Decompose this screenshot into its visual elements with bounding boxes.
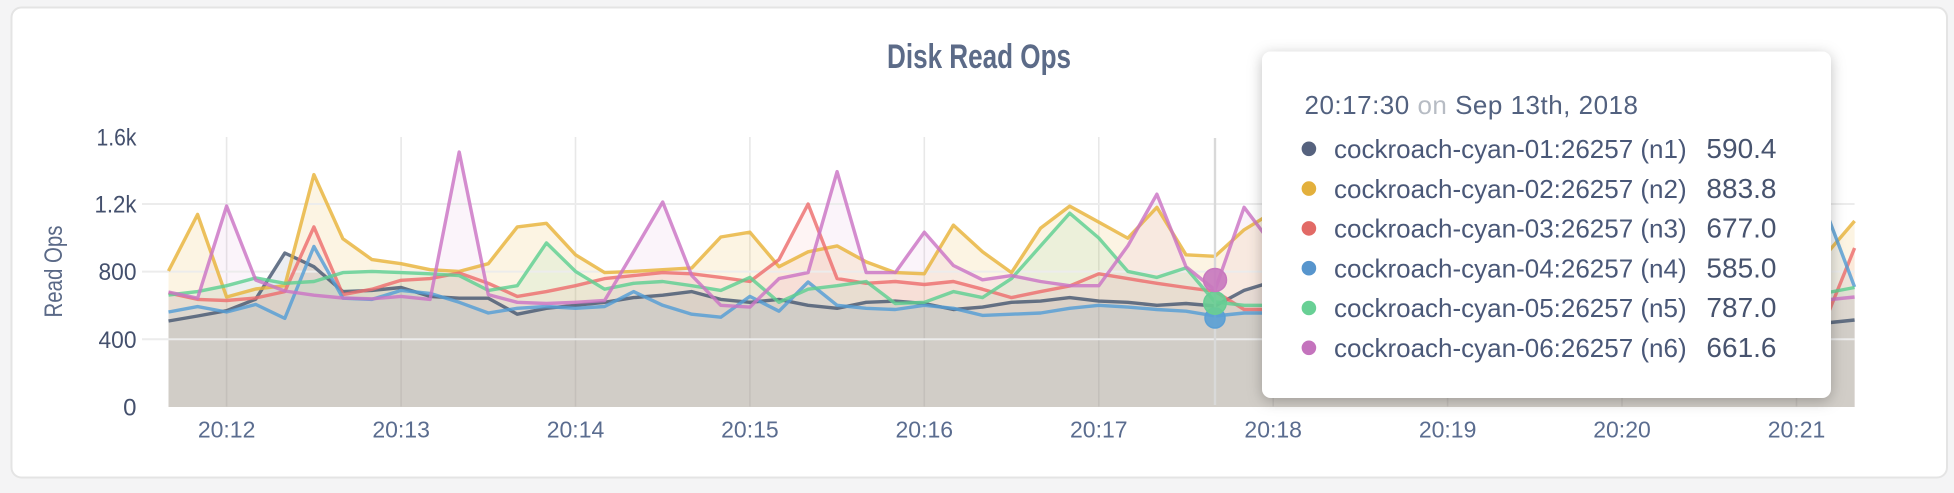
svg-text:0: 0: [123, 395, 136, 422]
svg-text:20:13: 20:13: [372, 417, 430, 443]
svg-text:cockroach-cyan-05:26257 (n5): cockroach-cyan-05:26257 (n5): [1334, 293, 1687, 323]
svg-text:20:19: 20:19: [1419, 417, 1477, 443]
svg-text:cockroach-cyan-06:26257 (n6): cockroach-cyan-06:26257 (n6): [1334, 333, 1687, 363]
svg-text:677.0: 677.0: [1706, 213, 1776, 244]
svg-text:800: 800: [99, 259, 137, 286]
svg-text:cockroach-cyan-02:26257 (n2): cockroach-cyan-02:26257 (n2): [1334, 174, 1687, 204]
svg-text:Disk Read Ops: Disk Read Ops: [887, 38, 1071, 76]
svg-text:20:15: 20:15: [721, 417, 779, 443]
svg-text:20:18: 20:18: [1244, 417, 1302, 443]
svg-text:20:17: 20:17: [1070, 417, 1128, 443]
svg-text:Read Ops: Read Ops: [40, 226, 68, 318]
svg-text:20:16: 20:16: [896, 417, 954, 443]
svg-text:20:20: 20:20: [1593, 417, 1651, 443]
svg-text:20:12: 20:12: [198, 417, 256, 443]
svg-text:585.0: 585.0: [1706, 252, 1776, 283]
svg-text:1.6k: 1.6k: [97, 125, 138, 152]
svg-text:1.2k: 1.2k: [95, 192, 138, 219]
svg-text:590.4: 590.4: [1706, 133, 1776, 164]
svg-text:20:21: 20:21: [1768, 417, 1826, 443]
svg-text:787.0: 787.0: [1706, 292, 1776, 323]
svg-text:cockroach-cyan-01:26257 (n1): cockroach-cyan-01:26257 (n1): [1334, 134, 1687, 164]
svg-text:400: 400: [99, 327, 137, 354]
svg-text:20:17:30 on Sep 13th, 2018: 20:17:30 on Sep 13th, 2018: [1305, 90, 1639, 120]
svg-text:661.6: 661.6: [1706, 332, 1776, 363]
svg-text:cockroach-cyan-04:26257 (n4): cockroach-cyan-04:26257 (n4): [1334, 253, 1687, 283]
svg-text:cockroach-cyan-03:26257 (n3): cockroach-cyan-03:26257 (n3): [1334, 214, 1687, 244]
svg-text:883.8: 883.8: [1706, 173, 1776, 204]
svg-text:20:14: 20:14: [547, 417, 605, 443]
